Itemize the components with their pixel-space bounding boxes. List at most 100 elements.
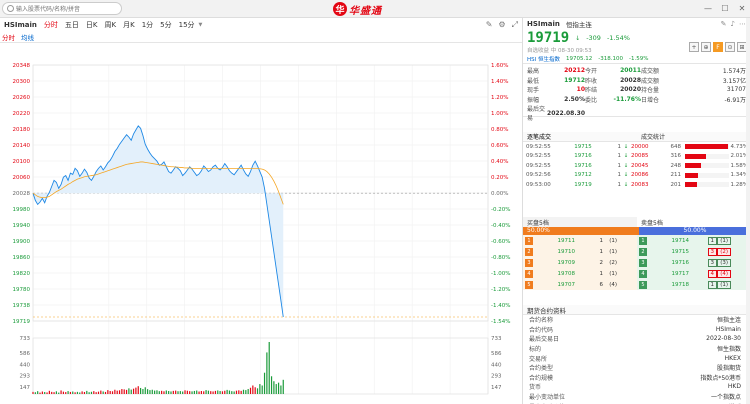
- tab-0[interactable]: 分时: [43, 21, 58, 29]
- sell-ratio: 50.00%: [639, 227, 750, 235]
- volume-bar: [104, 391, 107, 394]
- book-ask[interactable]: 1 19714 1 (1): [637, 235, 750, 246]
- volume-bar: [102, 391, 104, 394]
- more-icon[interactable]: ⋯: [739, 20, 746, 28]
- tab-trade-stats[interactable]: 成交统计: [641, 134, 666, 141]
- tab-2[interactable]: 日K: [85, 21, 98, 29]
- volume-bar: [58, 392, 60, 394]
- trade-t: 09:52:55: [526, 162, 551, 169]
- scrollbar[interactable]: [746, 18, 750, 404]
- volume-bar: [207, 390, 210, 394]
- hsi-label[interactable]: HSI 恒生指数: [527, 56, 560, 63]
- book-bid[interactable]: 3 19709 2 (2): [523, 257, 637, 268]
- trades-tabs: 逐笔成交 成交统计: [523, 132, 750, 142]
- ask-sc: (1): [717, 280, 733, 289]
- bid-bc: (2): [609, 259, 617, 266]
- volume-bar: [245, 390, 247, 394]
- volume-bar: [254, 387, 256, 394]
- quote-btn-1[interactable]: ⊕: [701, 42, 711, 52]
- bid-bp: 19708: [557, 270, 576, 277]
- ask-sc: (4): [717, 269, 733, 278]
- volume-bar: [186, 390, 188, 394]
- book-ask[interactable]: 5 19718 1 (1): [637, 279, 750, 290]
- quote-stat-row: 现手 10 昨结 20020 持仓量 31707: [527, 85, 746, 95]
- tab-tick-trades[interactable]: 逐笔成交: [527, 134, 552, 141]
- book-ask[interactable]: 4 19717 4 (4): [637, 268, 750, 279]
- close-icon[interactable]: ✕: [738, 3, 746, 13]
- trade-rows: 09:52:55 19715 1 ↓ 20000 648 4.73% 09:52:55 1971…: [523, 142, 750, 190]
- price-line: [32, 125, 284, 318]
- volume-bar: [144, 387, 146, 394]
- intraday-chart[interactable]: 20348 1.60% 20300 1.40% 20260 1.20% 20220 1.00%…: [0, 18, 522, 404]
- info-row: 货币 HKD: [523, 382, 750, 392]
- tab-1[interactable]: 五日: [64, 21, 79, 29]
- trade-p: 19716: [574, 153, 592, 160]
- volume-bar: [39, 392, 41, 394]
- book-buy-label[interactable]: 买盘5档: [523, 217, 637, 227]
- volume-bar: [263, 372, 266, 394]
- pencil-icon[interactable]: ✎: [485, 20, 493, 29]
- tab-3[interactable]: 周K: [104, 21, 117, 29]
- logo: 华 华盛通: [333, 1, 382, 17]
- book-ask[interactable]: 3 19716 3 (3): [637, 257, 750, 268]
- down-arrow-icon: ↓: [575, 34, 581, 42]
- ask-sp: 19717: [671, 270, 690, 277]
- volume-bar: [168, 391, 170, 394]
- volume-bar: [170, 391, 172, 394]
- subtab-1[interactable]: 均线: [21, 34, 34, 42]
- volume-bar: [74, 392, 76, 394]
- book-bid[interactable]: 2 19710 1 (1): [523, 246, 637, 257]
- volume-bar: [51, 391, 53, 394]
- info-value: 2022-08-30: [706, 335, 741, 343]
- tab-6[interactable]: 5分: [160, 21, 172, 29]
- volume-bar: [177, 391, 179, 394]
- logo-text: 华盛通: [349, 5, 382, 17]
- minimize-icon[interactable]: —: [704, 3, 712, 13]
- tab-5[interactable]: 1分: [141, 21, 154, 29]
- tab-4[interactable]: 月K: [123, 21, 135, 29]
- book-ask[interactable]: 2 19715 3 (2): [637, 246, 750, 257]
- chevron-down-icon[interactable]: ▼: [198, 22, 203, 28]
- edit-icon[interactable]: ✎: [720, 20, 727, 28]
- bid-bc: (1): [609, 237, 617, 244]
- volume-bar: [256, 388, 259, 394]
- quote-btn-0[interactable]: +: [689, 42, 699, 52]
- info-label: 合约名称: [529, 317, 554, 325]
- book-bid[interactable]: 4 19708 1 (1): [523, 268, 637, 279]
- trades-section: 逐笔成交 成交统计 09:52:55 19715 1 ↓ 20000 648 4.73% 09…: [523, 132, 750, 190]
- book-bid[interactable]: 5 19707 6 (4): [523, 279, 637, 290]
- price-tick-label: 19780: [13, 287, 31, 293]
- price-tick-label: 20220: [13, 111, 31, 117]
- trade-row: 09:52:55 19715 1 ↓ 20000 648 4.73%: [523, 142, 750, 152]
- trade-a: ↓: [623, 181, 629, 188]
- bell-icon[interactable]: ♪: [730, 20, 735, 28]
- info-row: 合约类型 股指期货: [523, 363, 750, 373]
- volume-bar: [273, 381, 275, 394]
- quote-btn-3[interactable]: ⊙: [725, 42, 735, 52]
- expand-icon[interactable]: ⤢: [511, 20, 518, 29]
- trade-q: 1: [617, 143, 622, 150]
- info-row: 合约名称 恒指主连: [523, 315, 750, 325]
- book-sell-label[interactable]: 卖盘5档: [637, 217, 750, 227]
- trade-volume-bar: [685, 172, 729, 178]
- pct-tick-label: 0.20%: [491, 175, 508, 181]
- book-bid[interactable]: 1 19711 1 (1): [523, 235, 637, 246]
- trade-v: 201: [670, 181, 682, 188]
- tab-7[interactable]: 15分: [178, 21, 195, 29]
- quote-action-buttons: + ⊕ F ⊙ ⊞: [689, 42, 747, 52]
- average-line: [32, 161, 284, 205]
- stat-l2: 昨收: [585, 77, 598, 85]
- info-row: 最后交易日 2022-08-30: [523, 334, 750, 344]
- ask-count-box: (2): [717, 247, 731, 256]
- search-box[interactable]: [2, 2, 122, 15]
- maximize-icon[interactable]: ☐: [721, 3, 729, 13]
- quote-btn-2[interactable]: F: [713, 42, 723, 52]
- volume-bar: [76, 391, 79, 394]
- search-icon: [7, 5, 14, 12]
- subtab-0[interactable]: 分时: [2, 34, 15, 42]
- settings-icon[interactable]: ⚙: [498, 20, 506, 29]
- search-input[interactable]: [16, 4, 120, 14]
- trade-p2: 20045: [631, 162, 649, 169]
- volume-bar: [235, 390, 238, 394]
- stat-l2: 昨结: [585, 87, 598, 95]
